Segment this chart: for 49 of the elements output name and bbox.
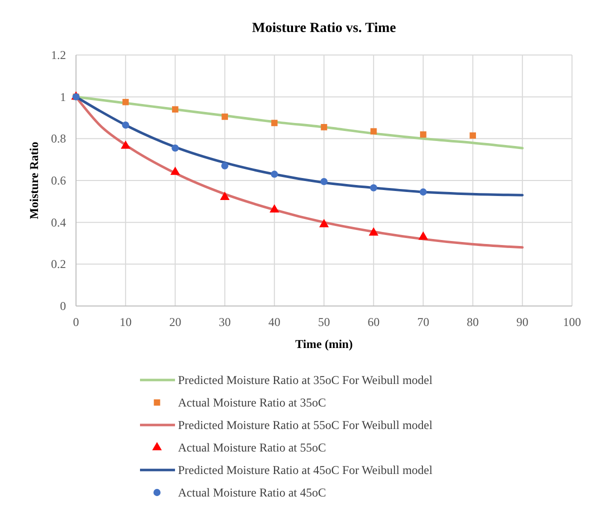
x-tick-label: 70 [417,315,430,329]
point [170,166,180,175]
y-tick-label: 0.4 [51,215,66,230]
point [122,98,129,106]
x-tick-label: 0 [73,315,79,329]
point [270,204,280,213]
x-tick-label: 30 [218,315,231,329]
x-tick-label: 20 [169,315,182,329]
point [122,122,130,129]
point [172,106,178,113]
x-tick-label: 60 [368,315,380,329]
point [420,188,427,196]
y-tick-label: 0 [60,299,66,313]
y-tick-label: 0.2 [51,257,66,272]
legend-label: Actual Moisture Ratio at 45oC [178,486,326,500]
x-tick-label: 50 [318,315,330,329]
y-tick-label: 0.6 [51,174,66,188]
legend-label: Predicted Moisture Ratio at 55oC For Weibull model [178,418,434,432]
legend-label: Actual Moisture Ratio at 35oC [178,396,326,410]
x-tick-label: 100 [563,315,581,329]
x-tick-label: 90 [516,315,528,329]
legend-label: Predicted Moisture Ratio at 35oC For Weibull model [178,373,434,387]
point [418,231,428,240]
point [420,131,426,138]
point [368,227,378,236]
point [320,124,328,130]
x-tick-label: 40 [268,315,280,329]
point [120,140,130,149]
point [221,162,228,170]
point [222,114,228,120]
point [220,192,230,200]
x-axis-title: Time (min) [295,337,353,351]
point [370,184,378,192]
point [470,132,476,139]
point [320,178,328,186]
y-tick-label: 1 [60,90,66,104]
chart-title: Moisture Ratio vs. Time [252,21,396,36]
legend-label: Predicted Moisture Ratio at 45oC For Weibull model [178,463,434,477]
point [370,128,377,135]
y-tick-label: 0.8 [51,132,66,146]
point [271,120,278,126]
x-tick-label: 10 [120,315,132,329]
legend-label: Actual Moisture Ratio at 55oC [178,440,326,454]
point [270,170,278,178]
point [319,218,329,228]
y-axis-title: Moisture Ratio [27,142,41,220]
x-tick-label: 80 [466,315,479,329]
y-tick-label: 1.2 [51,48,66,62]
point [172,144,179,152]
